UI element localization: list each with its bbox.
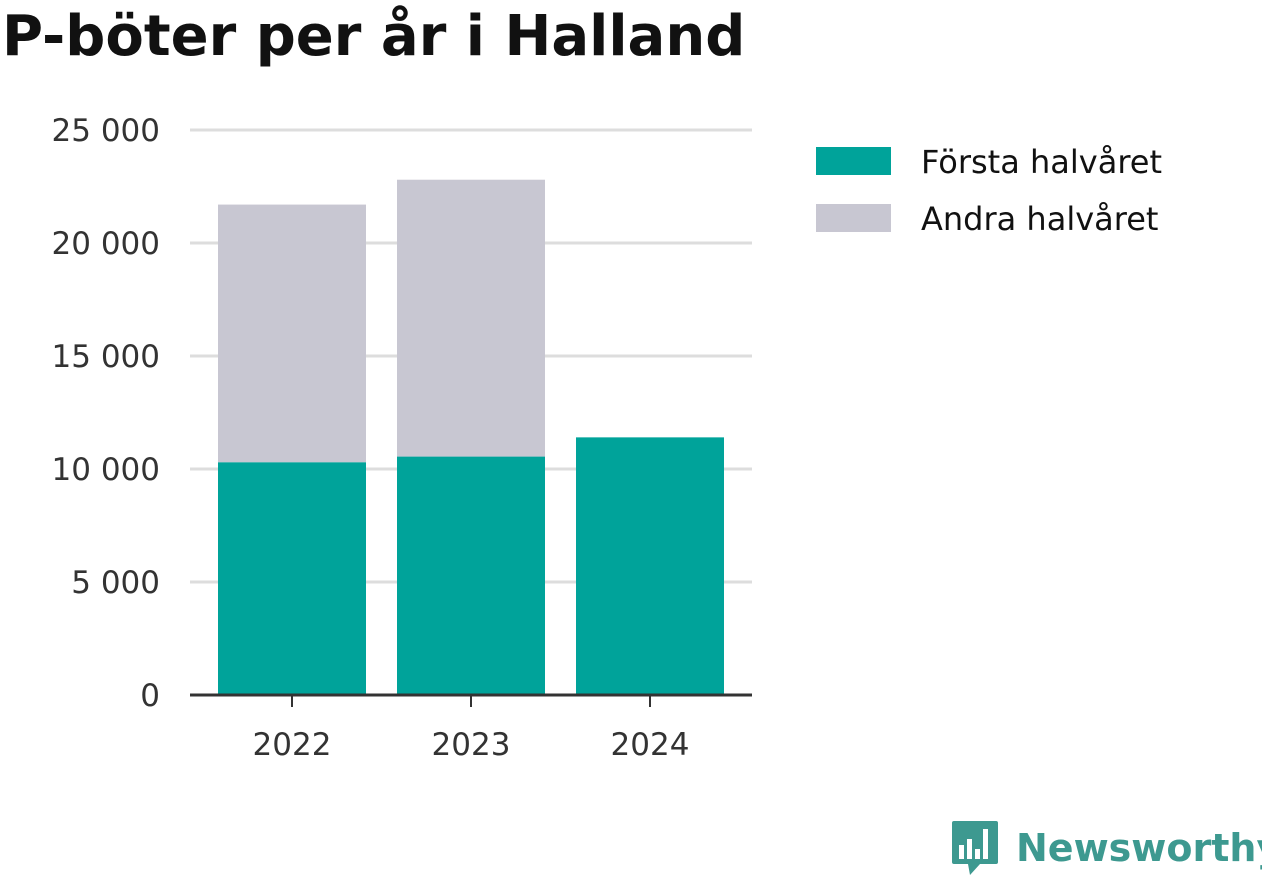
y-tick-label: 15 000	[52, 339, 160, 375]
x-tick-label: 2023	[432, 727, 511, 763]
x-tick-label: 2022	[253, 727, 332, 763]
axes: 0 5 000 10 000 15 000 20 000 25 000 2022 2023 20…	[52, 113, 752, 763]
brand-name: Newsworthy	[1016, 826, 1262, 870]
bar-2023-series-1	[397, 456, 545, 695]
legend-swatch	[816, 204, 891, 232]
y-tick-label: 20 000	[52, 226, 160, 262]
bar-2022-series-1	[218, 462, 366, 695]
legend-label: Andra halvåret	[921, 200, 1158, 238]
bar-2024-series-1	[576, 437, 724, 695]
y-tick-label: 5 000	[71, 565, 160, 601]
bar-2023-series-2	[397, 179, 545, 457]
chart-title: P-böter per år i Halland	[2, 4, 746, 69]
x-tick-label: 2024	[611, 727, 690, 763]
legend-swatch	[816, 147, 891, 175]
newsworthy-logo-icon	[952, 821, 998, 875]
brand-logo: Newsworthy	[950, 818, 1262, 878]
y-tick-label: 10 000	[52, 452, 160, 488]
bar-2022-series-2	[218, 204, 366, 463]
y-tick-label: 25 000	[52, 113, 160, 149]
legend: Första halvåret Andra halvåret	[816, 143, 1162, 238]
bars	[218, 179, 724, 695]
legend-label: Första halvåret	[921, 143, 1162, 181]
y-tick-label: 0	[140, 678, 160, 714]
